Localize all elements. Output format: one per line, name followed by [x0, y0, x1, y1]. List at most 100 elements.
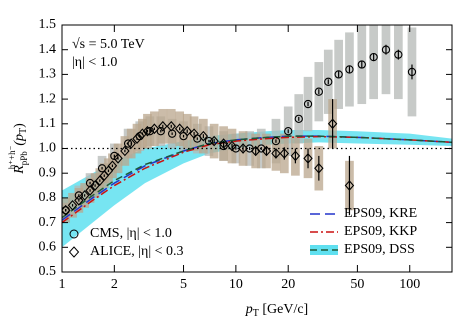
- y-axis-label: RpPbh⁺+h⁻(pT): [7, 123, 29, 175]
- y-tick-label: 0.5: [39, 264, 57, 279]
- legend-label: CMS, |η| < 1.0: [90, 226, 172, 241]
- data-point: [344, 180, 355, 191]
- data-point: [250, 145, 261, 157]
- data-point: [90, 180, 100, 191]
- data-point: [334, 70, 343, 79]
- y-tick-label: 0.9: [39, 165, 57, 180]
- y-tick-label: 1.5: [39, 17, 57, 32]
- y-tick-label: 0.7: [39, 215, 57, 230]
- systematic-box: [369, 25, 378, 100]
- data-point: [95, 175, 105, 186]
- data-point: [271, 148, 281, 159]
- data-point: [145, 127, 154, 136]
- data-point: [227, 140, 237, 152]
- data-point: [158, 120, 168, 132]
- points-layer: [62, 44, 417, 216]
- x-tick-label: 20: [281, 277, 295, 292]
- data-point: [189, 128, 199, 140]
- x-axis-label-part: T: [253, 308, 259, 319]
- axes-layer: 0.5 0.6 0.7 0.8 0.9 1.0 1.1 1.2 1.3 1.4 1.5 1 2 5 10 20…: [7, 17, 453, 319]
- data-point: [303, 153, 313, 164]
- legend-label: EPS09, KRE: [344, 206, 417, 221]
- data-point: [407, 67, 417, 77]
- annotation: |η| < 1.0: [72, 55, 117, 70]
- data-point: [369, 52, 378, 62]
- data-point: [120, 145, 130, 157]
- data-point: [261, 145, 272, 157]
- data-point: [303, 99, 313, 109]
- legend-entry: EPS09, KKP: [310, 224, 417, 239]
- data-point: [357, 60, 366, 69]
- y-axis-label-part: ): [12, 123, 27, 128]
- data-point: [67, 199, 78, 211]
- data-point: [279, 148, 290, 159]
- data-point: [85, 185, 95, 196]
- data-point: [126, 138, 136, 149]
- data-point: [149, 123, 160, 135]
- data-point: [394, 50, 403, 59]
- y-axis-label-part: h⁺+h⁻: [7, 145, 17, 169]
- legend-label: EPS09, KKP: [344, 224, 417, 239]
- curve-layer: [62, 135, 452, 224]
- data-point: [271, 136, 281, 146]
- data-point: [294, 114, 303, 124]
- data-point: [132, 133, 142, 144]
- data-point: [209, 135, 219, 147]
- x-tick-label: 2: [111, 277, 118, 292]
- data-point: [314, 87, 323, 96]
- data-point: [62, 204, 71, 216]
- data-point: [166, 120, 176, 132]
- systematic-box: [394, 25, 403, 100]
- data-point: [381, 45, 391, 54]
- x-tick-label: 100: [399, 277, 420, 292]
- y-tick-label: 0.8: [39, 190, 57, 205]
- model-curve: [62, 135, 452, 219]
- data-point: [327, 118, 338, 130]
- y-tick-label: 1.2: [39, 91, 57, 106]
- data-point: [156, 127, 165, 136]
- y-tick-label: 1.1: [39, 116, 57, 131]
- data-point: [74, 195, 84, 206]
- x-axis-label-part: [GeV/c]: [259, 302, 308, 317]
- data-point: [79, 190, 90, 201]
- legend-entry: CMS, |η| < 1.0: [69, 226, 172, 241]
- data-point: [238, 143, 248, 154]
- y-axis-label-part: pPb: [19, 151, 29, 166]
- data-point: [174, 123, 185, 135]
- y-tick-label: 1.4: [39, 42, 57, 57]
- data-point: [314, 162, 324, 174]
- x-axis-label-part: p: [245, 302, 253, 317]
- x-tick-label: 10: [229, 277, 243, 292]
- legend-label: ALICE, |η| < 0.3: [90, 244, 184, 259]
- x-axis-label: pT [GeV/c]: [245, 302, 308, 319]
- y-axis-label-part: T: [18, 128, 29, 134]
- data-point: [204, 136, 214, 146]
- data-point: [198, 130, 209, 142]
- y-axis-label-part: R: [12, 165, 27, 175]
- legend-marker: [68, 246, 80, 258]
- data-point: [74, 191, 83, 200]
- data-point: [290, 150, 301, 162]
- data-point: [107, 160, 118, 172]
- legend-entry: EPS09, DSS: [310, 242, 415, 257]
- data-point: [137, 128, 148, 140]
- y-tick-label: 1.0: [39, 141, 57, 156]
- legend-marker: [69, 229, 79, 239]
- y-tick-label: 1.3: [39, 67, 57, 82]
- legend-entry: EPS09, KRE: [310, 206, 417, 221]
- x-tick-label: 1: [59, 277, 66, 292]
- legend-entry: ALICE, |η| < 0.3: [68, 244, 184, 259]
- x-tick-label: 5: [180, 277, 187, 292]
- data-point: [218, 138, 229, 149]
- y-tick-label: 0.6: [39, 240, 57, 255]
- data-point: [113, 153, 123, 164]
- data-point: [97, 164, 107, 173]
- data-point: [182, 125, 192, 137]
- systematic-box: [381, 25, 391, 95]
- data-point: [284, 127, 293, 136]
- data-point: [142, 125, 153, 137]
- data-point: [324, 77, 333, 86]
- annotation: √s = 5.0 TeV: [72, 37, 145, 52]
- legend-label: EPS09, DSS: [344, 242, 415, 257]
